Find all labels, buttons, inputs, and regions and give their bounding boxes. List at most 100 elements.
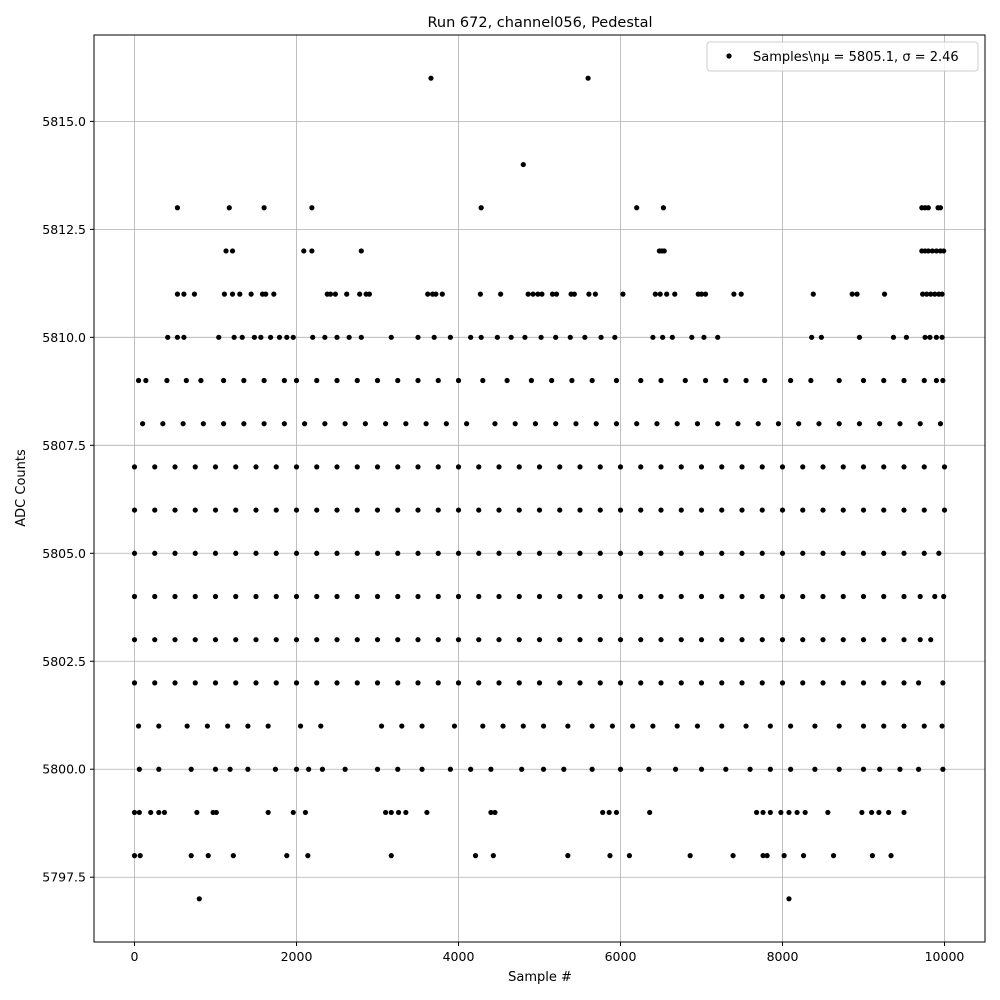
data-point <box>498 291 504 297</box>
data-point <box>310 334 316 340</box>
data-point <box>184 723 190 729</box>
data-point <box>609 723 616 729</box>
data-point <box>137 853 143 859</box>
data-point <box>374 507 381 513</box>
data-point <box>759 637 765 643</box>
data-point <box>536 637 543 643</box>
data-point <box>233 464 239 470</box>
data-point <box>860 507 867 513</box>
data-point <box>229 291 236 297</box>
data-point <box>290 334 296 340</box>
data-point <box>334 637 340 643</box>
data-point <box>188 853 194 859</box>
data-point <box>901 723 907 729</box>
data-point <box>922 334 928 340</box>
data-point <box>689 334 695 340</box>
data-point <box>800 507 806 513</box>
data-point <box>293 593 300 600</box>
data-point <box>597 550 603 556</box>
data-point <box>221 377 227 384</box>
data-point <box>731 291 737 297</box>
data-point <box>258 334 264 340</box>
data-point <box>180 421 186 427</box>
data-point <box>921 550 927 556</box>
data-point <box>582 334 588 340</box>
data-point <box>698 464 705 470</box>
data-point <box>571 291 577 297</box>
y-tick-label: 5797.5 <box>42 870 86 885</box>
data-point <box>719 464 725 470</box>
data-point <box>192 507 198 513</box>
data-point <box>395 680 401 686</box>
data-point <box>131 680 138 686</box>
data-point <box>192 637 198 643</box>
data-point <box>937 421 944 427</box>
data-point <box>597 507 603 513</box>
data-point <box>148 809 154 816</box>
data-point <box>281 377 287 384</box>
data-point <box>500 723 506 729</box>
data-point <box>496 637 502 643</box>
data-point <box>131 550 138 556</box>
data-point <box>820 464 826 470</box>
data-point <box>334 377 340 384</box>
data-point <box>536 464 543 470</box>
data-point <box>869 809 875 816</box>
data-point <box>820 680 826 686</box>
data-point <box>423 421 429 427</box>
data-point <box>212 464 219 470</box>
data-point <box>620 291 626 297</box>
data-point <box>573 421 579 427</box>
data-point <box>152 507 158 513</box>
data-point <box>678 550 684 556</box>
data-point <box>272 766 279 772</box>
data-point <box>314 593 320 600</box>
data-point <box>212 637 219 643</box>
data-point <box>181 291 187 297</box>
data-point <box>678 464 684 470</box>
data-point <box>314 377 320 384</box>
data-point <box>536 593 543 600</box>
data-point <box>302 421 308 427</box>
data-point <box>658 593 664 600</box>
data-point <box>395 766 401 772</box>
data-point <box>890 334 897 340</box>
data-point <box>739 637 745 643</box>
data-point <box>932 593 938 600</box>
data-point <box>730 853 736 859</box>
data-point <box>939 334 945 340</box>
data-point <box>293 507 300 513</box>
data-point <box>451 723 458 729</box>
data-point <box>698 291 705 297</box>
data-point <box>538 334 544 340</box>
data-point <box>468 766 474 772</box>
data-point <box>561 766 567 772</box>
data-point <box>261 205 267 211</box>
data-point <box>192 550 198 556</box>
data-point <box>233 680 239 686</box>
data-point <box>593 421 599 427</box>
data-point <box>672 766 679 772</box>
data-point <box>779 680 786 686</box>
x-axis-label: Sample # <box>508 970 572 985</box>
data-point <box>490 853 496 859</box>
data-point <box>241 377 247 384</box>
data-point <box>225 723 231 729</box>
data-point <box>881 637 887 643</box>
data-point <box>933 377 940 384</box>
data-point <box>536 507 543 513</box>
data-point <box>476 464 482 470</box>
data-point <box>516 507 522 513</box>
data-point <box>597 637 603 643</box>
y-tick-label: 5802.5 <box>42 654 86 669</box>
data-point <box>435 377 441 384</box>
data-point <box>374 550 381 556</box>
data-point <box>516 550 522 556</box>
data-point <box>613 377 620 384</box>
data-point <box>816 421 822 427</box>
data-point <box>357 291 363 297</box>
data-point <box>739 680 745 686</box>
data-point <box>231 334 237 340</box>
data-point <box>181 334 187 340</box>
data-point <box>415 377 421 384</box>
